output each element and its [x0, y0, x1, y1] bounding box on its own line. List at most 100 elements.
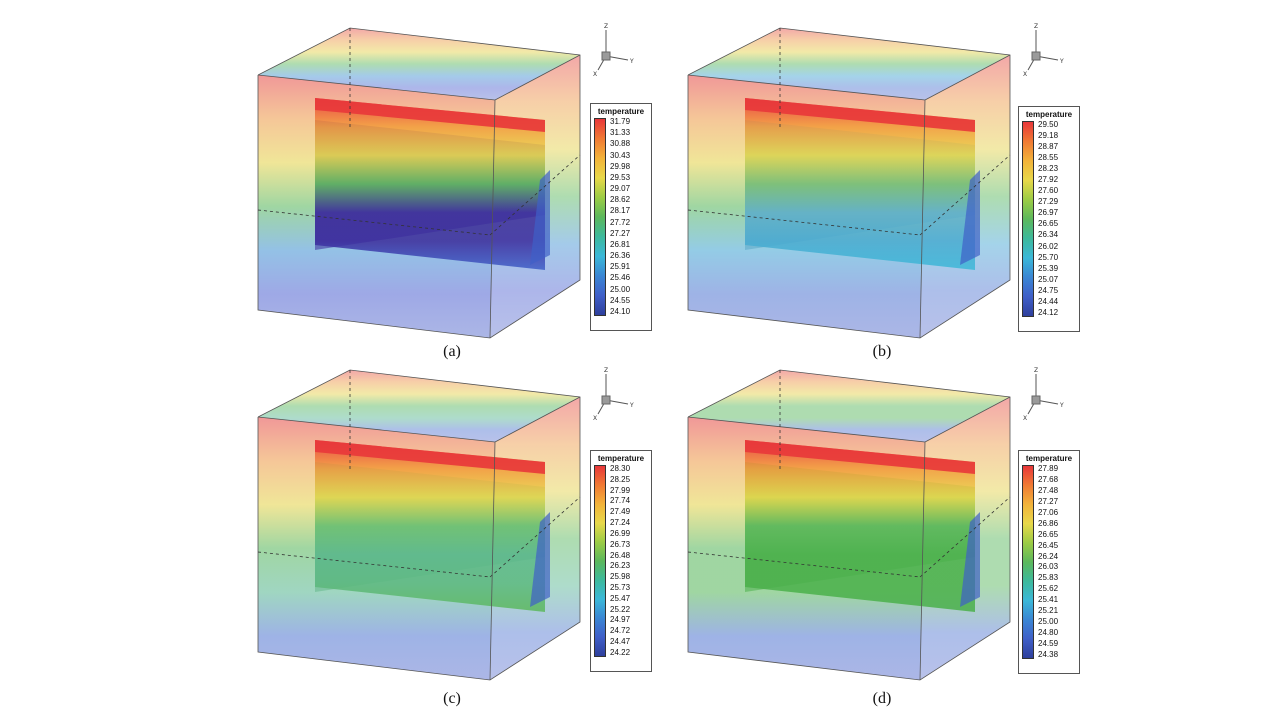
legend-tick: 31.33 — [610, 128, 631, 138]
legend-tick: 24.59 — [1038, 639, 1059, 648]
legend-tick: 24.72 — [610, 626, 631, 636]
legend-tick: 24.97 — [610, 615, 631, 625]
legend-tick: 27.24 — [610, 518, 631, 528]
legend-ticks-b: 29.50 29.18 28.87 28.55 28.23 27.92 27.60 27.29… — [1038, 121, 1058, 317]
box-top-face — [258, 28, 580, 100]
legend-tick: 28.62 — [610, 195, 631, 205]
svg-text:Y: Y — [1059, 58, 1064, 65]
legend-tick: 27.29 — [1038, 197, 1059, 207]
svg-text:X: X — [593, 415, 597, 422]
colorbar — [1022, 465, 1034, 659]
legend-tick: 24.75 — [1038, 285, 1059, 295]
svg-text:Z: Z — [1034, 367, 1038, 374]
colorbar — [1022, 121, 1034, 317]
legend-tick: 27.72 — [610, 217, 631, 227]
box-hidden-edges — [257, 28, 581, 236]
legend-tick: 24.55 — [610, 295, 631, 305]
legend-tick: 29.53 — [610, 172, 631, 182]
caption-c: (c) — [443, 690, 461, 707]
box-top-face — [688, 28, 1010, 100]
svg-text:Y: Y — [1059, 402, 1064, 409]
legend-tick: 28.25 — [610, 474, 631, 484]
svg-text:Z: Z — [1034, 23, 1038, 30]
legend-tick: 25.47 — [610, 593, 631, 603]
legend-tick: 26.23 — [610, 561, 631, 571]
legend-tick: 25.73 — [610, 582, 631, 592]
legend-tick: 27.06 — [1038, 507, 1059, 517]
legend-tick: 25.39 — [1038, 263, 1059, 273]
legend-tick: 30.43 — [610, 150, 631, 160]
axis-triad-a: Z Y X — [592, 22, 636, 83]
legend-tick: 27.74 — [610, 496, 631, 506]
legend-tick: 28.30 — [610, 464, 631, 473]
legend-tick: 27.49 — [610, 507, 631, 517]
slice-top-edge — [315, 98, 545, 132]
side-block — [530, 512, 550, 607]
legend-tick: 31.79 — [610, 117, 631, 126]
temperature-box-d — [687, 369, 1011, 681]
legend-tick: 28.87 — [1038, 142, 1059, 152]
legend-ticks-a: 31.79 31.33 30.88 30.43 29.98 29.53 29.07 28.62… — [610, 118, 630, 316]
legend-tick: 26.02 — [1038, 241, 1059, 251]
colorbar — [594, 118, 606, 316]
legend-tick: 26.65 — [1038, 529, 1059, 539]
legend-a: temperature 31.79 31.33 30.88 30.43 29.98 29.… — [590, 103, 652, 331]
legend-title: temperature — [1025, 454, 1073, 463]
legend-tick: 26.86 — [1038, 518, 1059, 528]
legend-tick: 24.10 — [610, 306, 631, 316]
legend-ticks-c: 28.30 28.25 27.99 27.74 27.49 27.24 26.99 26.73… — [610, 465, 630, 657]
side-block — [960, 170, 980, 265]
colorbar — [594, 465, 606, 657]
legend-tick: 25.70 — [1038, 252, 1059, 262]
slice-top-edge — [315, 440, 545, 474]
legend-tick: 27.99 — [610, 485, 631, 495]
legend-tick: 26.03 — [1038, 562, 1059, 572]
axis-triad-b: Z Y X — [1022, 22, 1066, 83]
svg-text:Z: Z — [604, 23, 608, 30]
legend-tick: 27.92 — [1038, 175, 1059, 185]
legend-tick: 26.81 — [610, 239, 631, 249]
legend-tick: 24.47 — [610, 637, 631, 646]
legend-b: temperature 29.50 29.18 28.87 28.55 28.23 27.… — [1018, 106, 1080, 332]
legend-tick: 29.07 — [610, 184, 631, 194]
legend-tick: 26.45 — [1038, 540, 1059, 550]
legend-tick: 29.18 — [1038, 131, 1059, 141]
legend-tick: 25.21 — [1038, 606, 1059, 616]
side-block — [960, 512, 980, 607]
legend-tick: 25.62 — [1038, 584, 1059, 594]
legend-tick: 26.73 — [610, 539, 631, 549]
caption-b: (b) — [872, 343, 892, 360]
svg-text:X: X — [1023, 415, 1027, 422]
caption-a: (a) — [443, 343, 461, 360]
legend-tick: 24.22 — [610, 647, 631, 657]
svg-text:Y: Y — [629, 402, 634, 409]
legend-tick: 27.60 — [1038, 186, 1059, 196]
legend-tick: 25.22 — [610, 604, 631, 614]
legend-tick: 27.27 — [610, 228, 631, 238]
legend-tick: 29.98 — [610, 161, 631, 171]
temperature-slice — [315, 98, 545, 270]
svg-text:Y: Y — [629, 58, 634, 65]
legend-tick: 27.27 — [1038, 496, 1059, 506]
axis-triad-c: Z Y X — [592, 366, 636, 427]
legend-tick: 27.89 — [1038, 464, 1059, 473]
legend-tick: 29.50 — [1038, 120, 1059, 129]
temperature-slice — [745, 440, 975, 612]
legend-tick: 25.46 — [610, 273, 631, 283]
slice-top-edge — [745, 98, 975, 132]
legend-ticks-d: 27.89 27.68 27.48 27.27 27.06 26.86 26.65 26.45… — [1038, 465, 1058, 659]
panel-a — [250, 20, 680, 365]
legend-tick: 28.55 — [1038, 153, 1059, 163]
legend-tick: 26.34 — [1038, 230, 1059, 240]
legend-tick: 30.88 — [610, 139, 631, 149]
legend-tick: 28.23 — [1038, 164, 1059, 174]
legend-tick: 24.12 — [1038, 307, 1059, 317]
panel-c — [250, 362, 680, 707]
panel-b — [680, 20, 1110, 365]
legend-tick: 27.48 — [1038, 485, 1059, 495]
side-block — [530, 170, 550, 265]
temperature-slice — [745, 98, 975, 270]
legend-tick: 25.07 — [1038, 274, 1059, 284]
svg-text:X: X — [593, 71, 597, 78]
temperature-box-b — [687, 27, 1011, 339]
